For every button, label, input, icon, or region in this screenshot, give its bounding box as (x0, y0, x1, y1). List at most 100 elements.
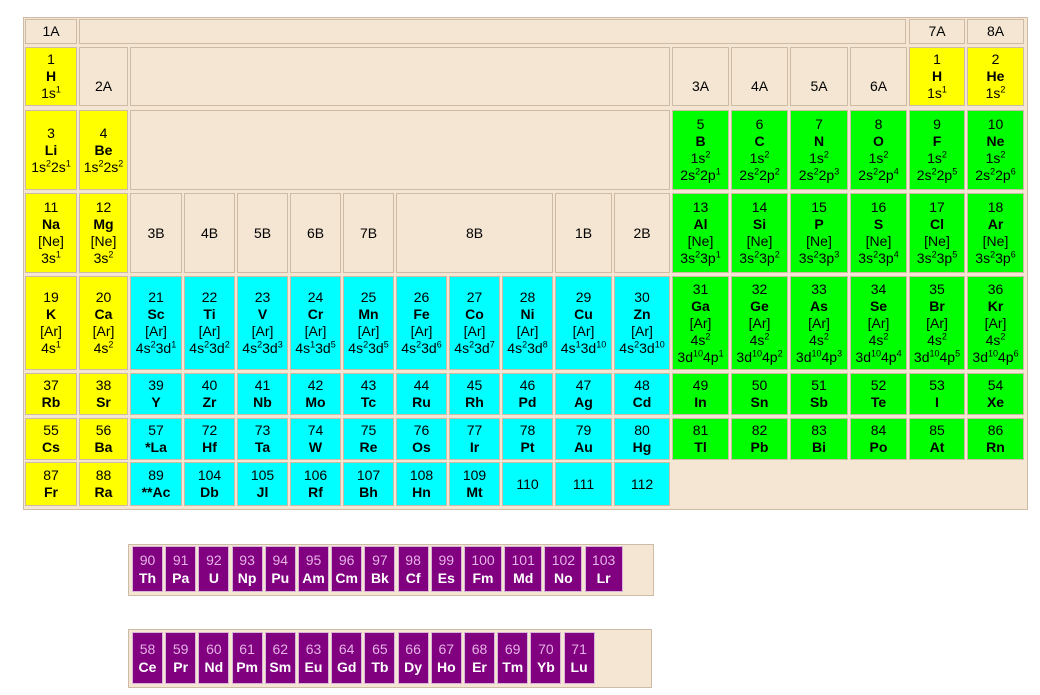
element-cell-ni[interactable]: 28 Ni [Ar] 4s23d8 (502, 276, 553, 370)
element-cell-sn[interactable]: 50 Sn (731, 373, 788, 415)
element-cell-ru[interactable]: 44 Ru (396, 373, 447, 415)
element-cell-f[interactable]: 9 F 1s2 2s22p5 (909, 110, 965, 190)
element-cell-pd[interactable]: 46 Pd (502, 373, 553, 415)
element-cell-hf[interactable]: 72 Hf (184, 418, 235, 460)
element-cell-ra[interactable]: 88 Ra (79, 462, 128, 506)
element-cell-be[interactable]: 4 Be 1s22s2 (79, 110, 128, 190)
element-cell-rh[interactable]: 45 Rh (449, 373, 500, 415)
lanthanide-cell-lu[interactable]: 71 Lu (563, 632, 595, 684)
lanthanide-cell-sm[interactable]: 62 Sm (264, 632, 296, 684)
element-cell-cd[interactable]: 48 Cd (614, 373, 670, 415)
element-cell-ge[interactable]: 32 Ge [Ar] 4s2 3d104p2 (731, 276, 788, 370)
element-cell-mn[interactable]: 25 Mn [Ar] 4s23d5 (343, 276, 394, 370)
element-cell-sc[interactable]: 21 Sc [Ar] 4s23d1 (130, 276, 182, 370)
element-cell-cl[interactable]: 17 Cl [Ne] 3s23p5 (909, 193, 965, 273)
actinide-cell-lr[interactable]: 103 Lr (584, 546, 623, 592)
element-cell-fr[interactable]: 87 Fr (25, 462, 77, 506)
element-cell-ca[interactable]: 20 Ca [Ar] 4s2 (79, 276, 128, 370)
element-cell-hn[interactable]: 108 Hn (396, 462, 447, 506)
element-cell-na[interactable]: 11 Na [Ne] 3s1 (25, 193, 77, 273)
element-cell-h[interactable]: 1 H 1s1 (909, 47, 965, 106)
element-cell-cs[interactable]: 55 Cs (25, 418, 77, 460)
element-cell-at[interactable]: 85 At (909, 418, 965, 460)
element-cell-os[interactable]: 76 Os (396, 418, 447, 460)
element-cell-zr[interactable]: 40 Zr (184, 373, 235, 415)
element-cell-w[interactable]: 74 W (290, 418, 341, 460)
element-cell-nb[interactable]: 41 Nb (237, 373, 288, 415)
element-cell-li[interactable]: 3 Li 1s22s1 (25, 110, 77, 190)
actinide-cell-fm[interactable]: 100 Fm (464, 546, 502, 592)
actinide-cell-am[interactable]: 95 Am (298, 546, 329, 592)
lanthanide-cell-dy[interactable]: 66 Dy (397, 632, 429, 684)
element-cell-rn[interactable]: 86 Rn (967, 418, 1024, 460)
lanthanide-cell-nd[interactable]: 60 Nd (198, 632, 230, 684)
element-cell-db[interactable]: 104 Db (184, 462, 235, 506)
element-cell-ac[interactable]: 89 **Ac (130, 462, 182, 506)
lanthanide-cell-ho[interactable]: 67 Ho (430, 632, 462, 684)
actinide-cell-cm[interactable]: 96 Cm (331, 546, 363, 592)
lanthanide-cell-ce[interactable]: 58 Ce (132, 632, 163, 684)
actinide-cell-pa[interactable]: 91 Pa (165, 546, 197, 592)
element-cell-co[interactable]: 27 Co [Ar] 4s23d7 (449, 276, 500, 370)
element-cell-la[interactable]: 57 *La (130, 418, 182, 460)
element-cell-bh[interactable]: 107 Bh (343, 462, 394, 506)
actinide-cell-bk[interactable]: 97 Bk (364, 546, 396, 592)
element-cell-fe[interactable]: 26 Fe [Ar] 4s23d6 (396, 276, 447, 370)
element-cell-111[interactable]: 111 (555, 462, 612, 506)
actinide-cell-md[interactable]: 101 Md (504, 546, 543, 592)
lanthanide-cell-gd[interactable]: 64 Gd (331, 632, 363, 684)
element-cell-bi[interactable]: 83 Bi (790, 418, 848, 460)
element-cell-i[interactable]: 53 I (909, 373, 965, 415)
element-cell-ta[interactable]: 73 Ta (237, 418, 288, 460)
element-cell-kr[interactable]: 36 Kr [Ar] 4s2 3d104p6 (967, 276, 1024, 370)
lanthanide-cell-tb[interactable]: 65 Tb (364, 632, 396, 684)
element-cell-mo[interactable]: 42 Mo (290, 373, 341, 415)
element-cell-112[interactable]: 112 (614, 462, 670, 506)
lanthanide-cell-er[interactable]: 68 Er (464, 632, 495, 684)
element-cell-zn[interactable]: 30 Zn [Ar] 4s23d10 (614, 276, 670, 370)
actinide-cell-np[interactable]: 93 Np (231, 546, 263, 592)
element-cell-rf[interactable]: 106 Rf (290, 462, 341, 506)
element-cell-h[interactable]: 1 H 1s1 (25, 47, 77, 106)
element-cell-o[interactable]: 8 O 1s2 2s22p4 (850, 110, 907, 190)
element-cell-in[interactable]: 49 In (672, 373, 729, 415)
element-cell-cr[interactable]: 24 Cr [Ar] 4s13d5 (290, 276, 341, 370)
element-cell-sr[interactable]: 38 Sr (79, 373, 128, 415)
element-cell-pb[interactable]: 82 Pb (731, 418, 788, 460)
lanthanide-cell-pm[interactable]: 61 Pm (231, 632, 263, 684)
element-cell-pt[interactable]: 78 Pt (502, 418, 553, 460)
lanthanide-cell-yb[interactable]: 70 Yb (530, 632, 562, 684)
element-cell-c[interactable]: 6 C 1s2 2s22p2 (731, 110, 788, 190)
lanthanide-cell-tm[interactable]: 69 Tm (497, 632, 529, 684)
element-cell-au[interactable]: 79 Au (555, 418, 612, 460)
element-cell-jl[interactable]: 105 Jl (237, 462, 288, 506)
actinide-cell-pu[interactable]: 94 Pu (264, 546, 296, 592)
element-cell-mt[interactable]: 109 Mt (449, 462, 500, 506)
element-cell-b[interactable]: 5 B 1s2 2s22p1 (672, 110, 729, 190)
element-cell-v[interactable]: 23 V [Ar] 4s23d3 (237, 276, 288, 370)
lanthanide-cell-pr[interactable]: 59 Pr (165, 632, 197, 684)
element-cell-ag[interactable]: 47 Ag (555, 373, 612, 415)
element-cell-tc[interactable]: 43 Tc (343, 373, 394, 415)
element-cell-cu[interactable]: 29 Cu [Ar] 4s13d10 (555, 276, 612, 370)
element-cell-he[interactable]: 2 He 1s2 (967, 47, 1024, 106)
element-cell-po[interactable]: 84 Po (850, 418, 907, 460)
element-cell-se[interactable]: 34 Se [Ar] 4s2 3d104p4 (850, 276, 907, 370)
element-cell-ba[interactable]: 56 Ba (79, 418, 128, 460)
element-cell-ar[interactable]: 18 Ar [Ne] 3s23p6 (967, 193, 1024, 273)
element-cell-te[interactable]: 52 Te (850, 373, 907, 415)
element-cell-y[interactable]: 39 Y (130, 373, 182, 415)
actinide-cell-es[interactable]: 99 Es (430, 546, 462, 592)
element-cell-ir[interactable]: 77 Ir (449, 418, 500, 460)
element-cell-br[interactable]: 35 Br [Ar] 4s2 3d104p5 (909, 276, 965, 370)
actinide-cell-u[interactable]: 92 U (198, 546, 230, 592)
element-cell-rb[interactable]: 37 Rb (25, 373, 77, 415)
lanthanide-cell-eu[interactable]: 63 Eu (298, 632, 329, 684)
element-cell-ti[interactable]: 22 Ti [Ar] 4s23d2 (184, 276, 235, 370)
element-cell-xe[interactable]: 54 Xe (967, 373, 1024, 415)
element-cell-p[interactable]: 15 P [Ne] 3s23p3 (790, 193, 848, 273)
element-cell-k[interactable]: 19 K [Ar] 4s1 (25, 276, 77, 370)
element-cell-mg[interactable]: 12 Mg [Ne] 3s2 (79, 193, 128, 273)
element-cell-as[interactable]: 33 As [Ar] 4s2 3d104p3 (790, 276, 848, 370)
actinide-cell-th[interactable]: 90 Th (132, 546, 163, 592)
